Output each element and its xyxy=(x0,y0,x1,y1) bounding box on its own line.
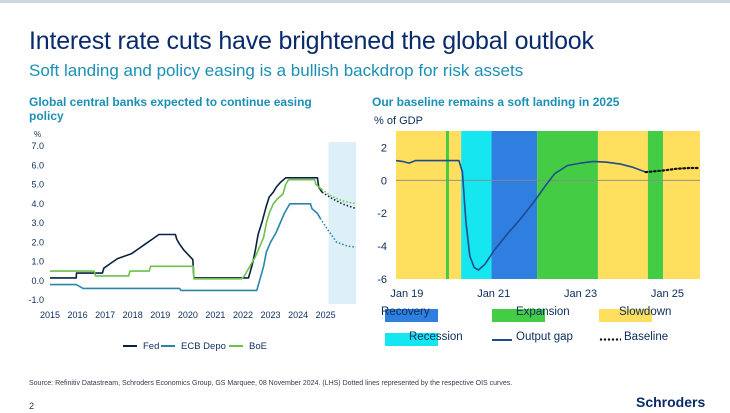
legend-expansion-swatch xyxy=(492,309,545,322)
series-boe-line xyxy=(50,178,323,280)
right-y-tick-label: 0 xyxy=(381,175,387,187)
legend-ecb-line-icon xyxy=(161,345,175,348)
page-number: 2 xyxy=(29,401,35,411)
right-x-tick-label: Jan 23 xyxy=(564,288,597,300)
series-output-gap-line xyxy=(395,159,646,271)
left-x-tick-label: 2024 xyxy=(288,310,308,320)
series-fed-line xyxy=(50,177,323,279)
phase-recession xyxy=(461,131,492,279)
forecast-shade xyxy=(328,142,356,304)
phase-slowdown xyxy=(448,131,462,279)
legend-fed-line-icon xyxy=(123,345,137,348)
schroders-logo: Schroders xyxy=(636,394,706,410)
left-x-tick-label: 2020 xyxy=(178,310,198,320)
legend-fed-label: Fed xyxy=(143,341,160,352)
legend-slowdown-label: Slowdown xyxy=(619,306,672,318)
top-stripe xyxy=(0,0,730,3)
series-ecb-depo-forecast xyxy=(319,217,357,248)
left-y-tick-label: 5.0 xyxy=(31,180,44,190)
left-y-tick-label: 1.0 xyxy=(31,257,44,267)
right-x-tick-label: Jan 19 xyxy=(390,288,423,300)
right-chart-title: Our baseline remains a soft landing in 2… xyxy=(372,95,620,109)
legend-boe-label: BoE xyxy=(249,341,267,352)
legend-recession-swatch xyxy=(385,333,438,346)
right-x-tick-label: Jan 21 xyxy=(477,288,510,300)
phase-expansion xyxy=(445,131,449,279)
legend-baseline-dots-icon xyxy=(599,338,621,341)
legend-fed: Fed xyxy=(123,341,159,352)
right-y-tick-label: -4 xyxy=(377,241,387,253)
left-y-tick-label: 6.0 xyxy=(31,160,44,170)
legend-baseline-label: Baseline xyxy=(624,331,669,343)
right-y-tick-label: 2 xyxy=(381,142,387,154)
left-y-tick-label: 7.0 xyxy=(31,141,44,151)
phase-recovery xyxy=(491,131,538,279)
page-title: Interest rate cuts have brightened the g… xyxy=(29,27,594,55)
left-x-tick-label: 2023 xyxy=(261,310,281,320)
left-x-tick-label: 2018 xyxy=(123,310,143,320)
left-x-tick-label: 2019 xyxy=(150,310,170,320)
legend-ecb-label: ECB Depo xyxy=(181,341,226,352)
series-ecb-depo-line xyxy=(50,203,321,292)
legend-recovery-label: Recovery xyxy=(381,306,430,318)
phase-slowdown xyxy=(663,131,700,279)
left-y-tick-label: 0.0 xyxy=(31,276,44,286)
legend-boe-line-icon xyxy=(229,345,243,348)
left-chart: % 7.0 6.0 5.0 4.0 3.0 2.0 1.0 0.0 -1.0 2015 2016 20… xyxy=(28,130,357,320)
source-note: Source: Refinitiv Datastream, Schroders … xyxy=(29,380,513,387)
left-y-tick-label: 2.0 xyxy=(31,237,44,247)
legend-boe: BoE xyxy=(229,341,267,352)
series-boe-forecast xyxy=(321,188,357,205)
left-y-tick-label: 3.0 xyxy=(31,218,44,228)
left-x-tick-label: 2021 xyxy=(205,310,225,320)
left-x-tick-label: 2016 xyxy=(68,310,88,320)
legend-expansion-label: Expansion xyxy=(516,306,570,318)
phase-slowdown xyxy=(396,131,446,279)
legend-slowdown-swatch xyxy=(599,309,652,322)
legend-output-gap-label: Output gap xyxy=(516,331,573,343)
series-baseline-dotted xyxy=(644,166,702,174)
phase-expansion xyxy=(537,131,598,279)
left-y-tick-label: -1.0 xyxy=(28,295,44,305)
left-x-tick-label: 2017 xyxy=(95,310,115,320)
left-x-tick-label: 2025 xyxy=(316,310,336,320)
phase-slowdown xyxy=(597,131,648,279)
left-x-tick-label: 2022 xyxy=(233,310,253,320)
legend-recession-label: Recession xyxy=(409,331,463,343)
series-fed-forecast xyxy=(321,191,357,210)
left-y-axis-label: % xyxy=(34,130,41,139)
left-y-tick-label: 4.0 xyxy=(31,199,44,209)
page-subtitle: Soft landing and policy easing is a bull… xyxy=(29,61,524,80)
right-x-tick-label: Jan 25 xyxy=(651,288,684,300)
phase-expansion xyxy=(647,131,664,279)
right-y-tick-label: -6 xyxy=(377,274,387,286)
right-y-tick-label: -2 xyxy=(377,208,387,220)
legend-recovery-swatch xyxy=(385,309,438,322)
legend-ecb: ECB Depo xyxy=(161,341,226,352)
legend-output-gap-line-icon xyxy=(492,339,512,341)
right-y-axis-label: % of GDP xyxy=(374,115,423,127)
left-chart-title: Global central banks expected to continu… xyxy=(29,95,312,123)
left-x-tick-label: 2015 xyxy=(40,310,60,320)
